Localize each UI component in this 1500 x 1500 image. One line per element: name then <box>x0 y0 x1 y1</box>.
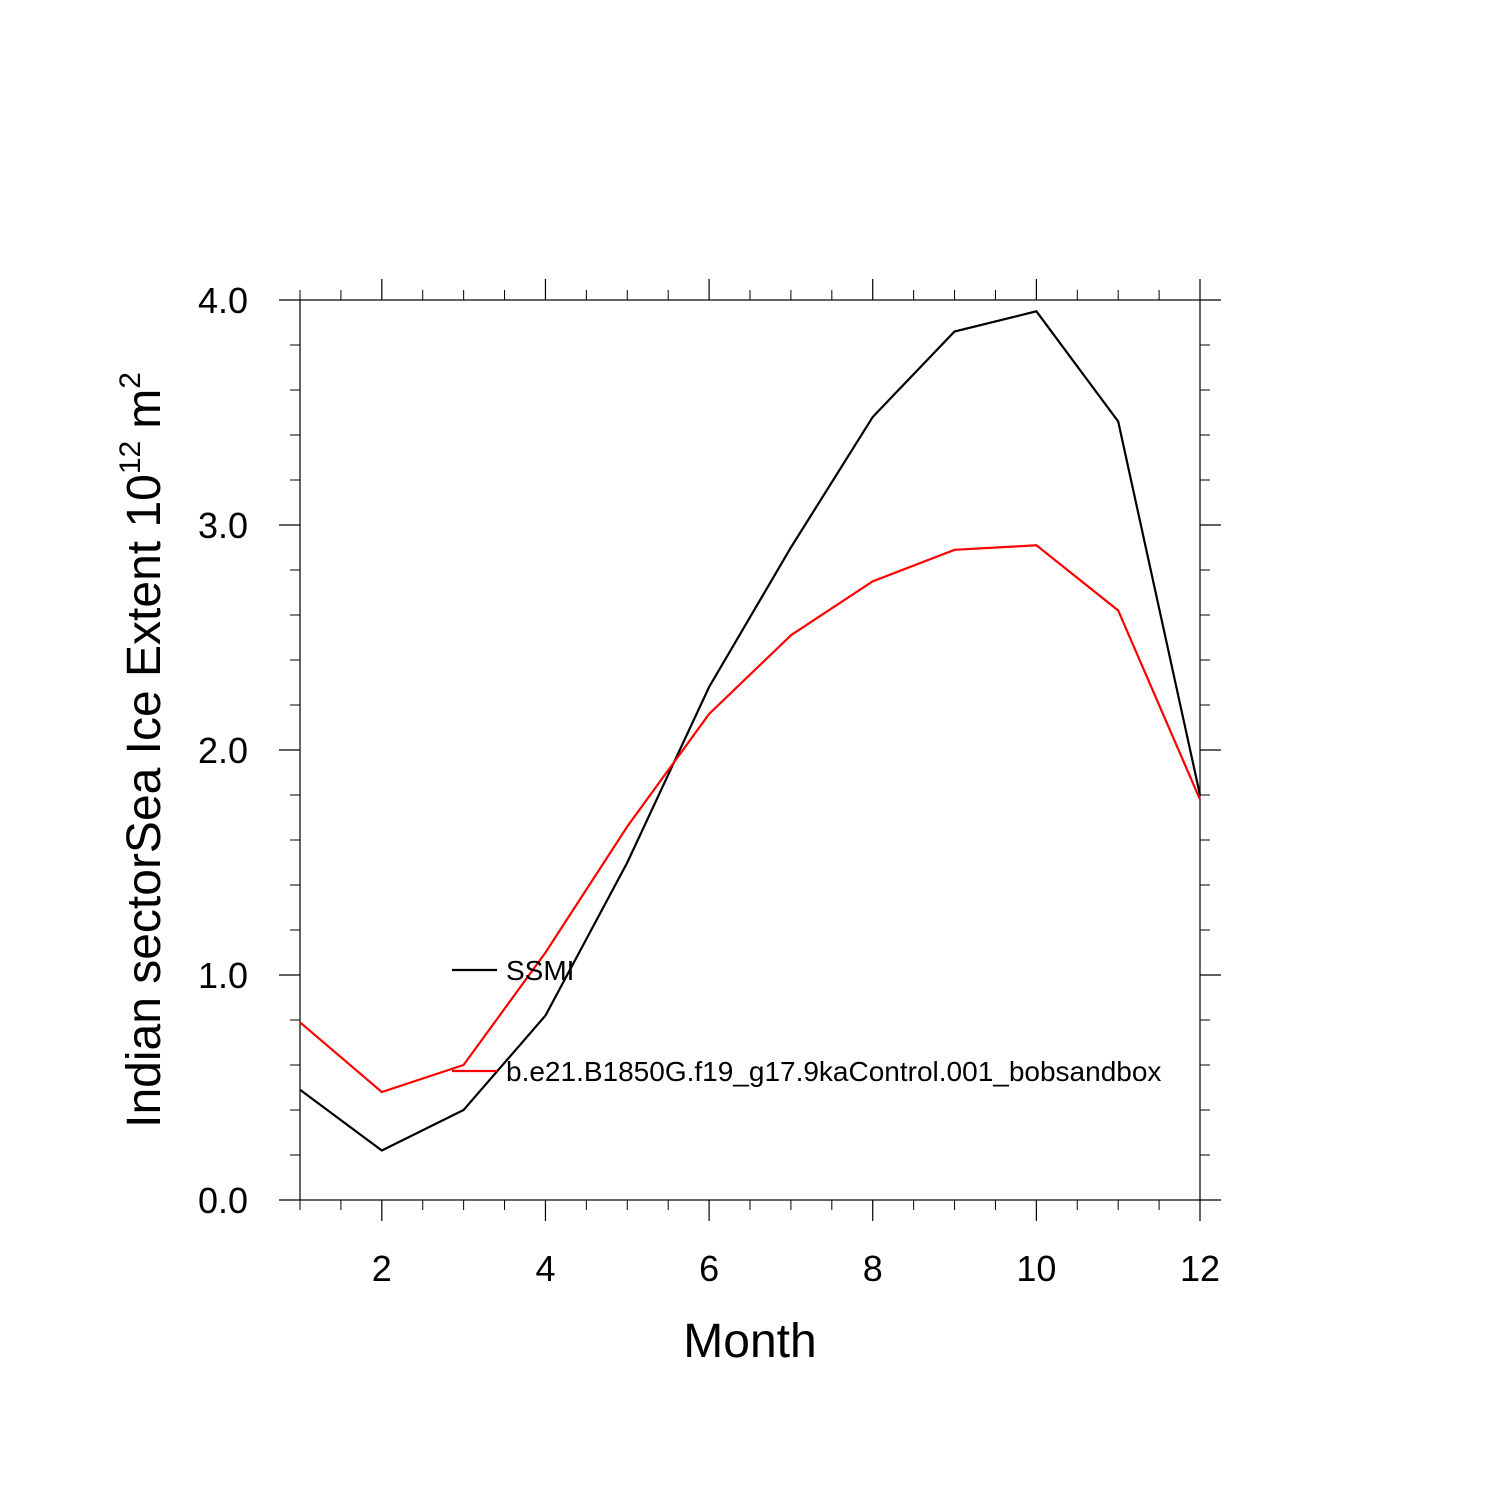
series-line-2 <box>299 544 1202 1094</box>
x-tick-label: 12 <box>1180 1248 1220 1289</box>
y-tick-label: 1.0 <box>198 955 248 996</box>
series-line-1 <box>299 310 1202 1152</box>
legend-label: SSMI <box>506 955 574 986</box>
y-axis-label-unit-exponent: 2 <box>114 372 147 389</box>
axis-ticks <box>279 279 1221 1221</box>
x-tick-label: 2 <box>372 1248 392 1289</box>
legend: SSMI b.e21.B1850G.f19_g17.9kaControl.001_… <box>452 955 1161 1087</box>
y-axis-label-unit: m <box>118 389 171 429</box>
y-axis-label-exponent: 12 <box>114 441 147 474</box>
y-tick-label: 3.0 <box>198 505 248 546</box>
legend-label: b.e21.B1850G.f19_g17.9kaControl.001_bobs… <box>506 1056 1161 1087</box>
x-tick-label: 4 <box>535 1248 555 1289</box>
x-tick-label: 6 <box>699 1248 719 1289</box>
axis-tick-labels: 2 4 6 8 10 12 0.0 1.0 2.0 3.0 4.0 <box>198 280 1220 1289</box>
y-tick-label: 4.0 <box>198 280 248 321</box>
x-axis-label: Month <box>683 1315 816 1368</box>
x-tick-label: 8 <box>863 1248 883 1289</box>
y-axis-label-main: Indian sectorSea Ice Extent 10 <box>118 474 171 1128</box>
y-axis-label: Indian sectorSea Ice Extent 1012 m2 <box>114 372 171 1128</box>
y-tick-label: 0.0 <box>198 1180 248 1221</box>
series-lines <box>299 310 1202 1152</box>
y-tick-label: 2.0 <box>198 730 248 771</box>
x-tick-label: 10 <box>1016 1248 1056 1289</box>
